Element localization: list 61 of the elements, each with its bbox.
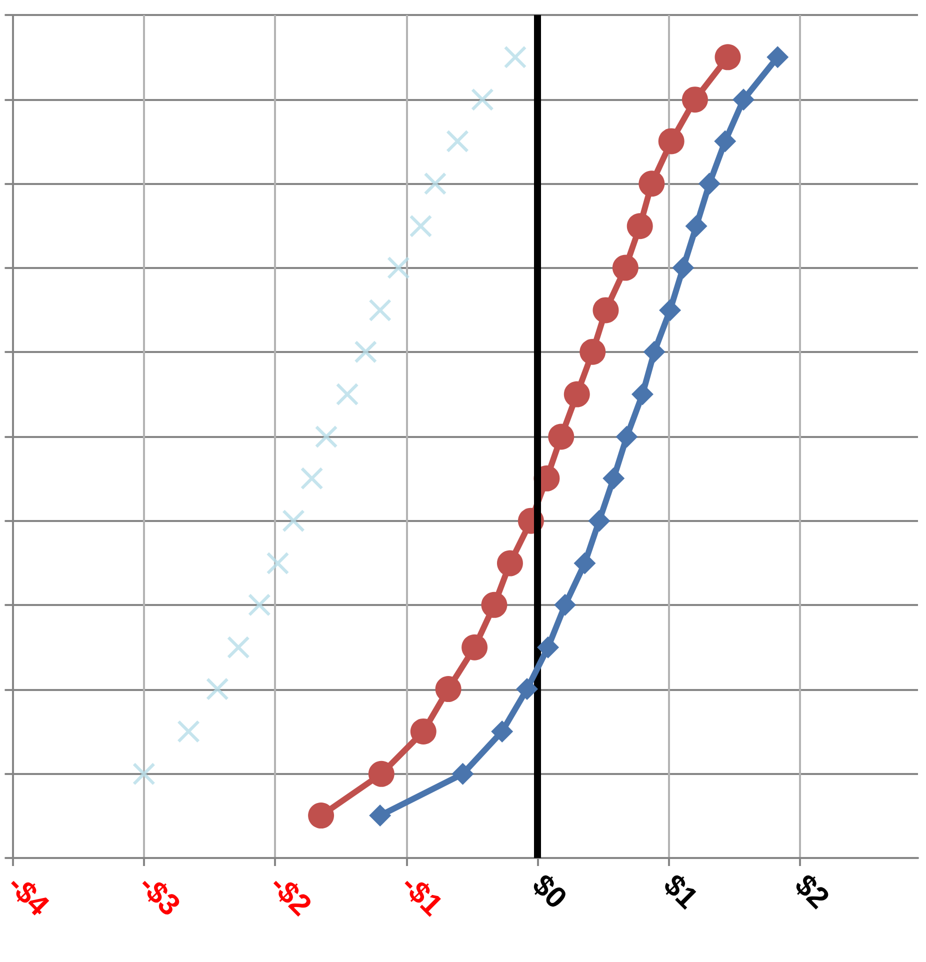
- x-tick-label: $2: [788, 868, 836, 916]
- point: [638, 170, 665, 197]
- point: [685, 215, 708, 238]
- point: [452, 762, 474, 785]
- point: [369, 804, 392, 827]
- point: [491, 720, 514, 742]
- point: [248, 594, 270, 616]
- point: [564, 381, 590, 408]
- point: [698, 172, 720, 195]
- x-tick-label: $0: [526, 868, 573, 916]
- point: [588, 510, 610, 532]
- point: [766, 46, 789, 68]
- point: [266, 552, 289, 574]
- point: [132, 762, 155, 785]
- point: [592, 297, 619, 324]
- point: [682, 86, 708, 113]
- point: [308, 802, 334, 829]
- point: [516, 678, 538, 700]
- point: [714, 44, 741, 70]
- point: [672, 256, 694, 279]
- x-tick-label: -$1: [394, 868, 449, 922]
- x-tick-label: $1: [657, 868, 704, 916]
- point: [602, 467, 625, 490]
- point: [462, 634, 488, 660]
- point: [315, 426, 338, 448]
- point: [548, 424, 574, 450]
- point: [369, 299, 392, 322]
- point: [471, 88, 494, 111]
- point: [659, 299, 682, 322]
- point: [446, 130, 468, 152]
- x-tick-label: -$4: [1, 868, 56, 923]
- point: [612, 254, 638, 281]
- point: [368, 760, 394, 787]
- point: [616, 426, 638, 448]
- x-tick-label: -$3: [132, 868, 186, 922]
- point: [643, 340, 666, 363]
- point: [410, 215, 432, 238]
- point: [504, 46, 526, 68]
- point: [435, 676, 462, 702]
- point: [424, 172, 446, 195]
- point: [178, 720, 200, 742]
- point: [658, 128, 684, 154]
- point: [300, 467, 323, 490]
- point: [574, 552, 596, 574]
- point: [336, 383, 358, 406]
- point: [626, 213, 653, 240]
- point: [206, 678, 228, 700]
- point: [537, 636, 560, 658]
- point: [481, 592, 508, 618]
- point: [732, 88, 755, 111]
- point: [631, 383, 654, 406]
- point: [282, 510, 304, 532]
- point: [227, 636, 250, 658]
- point: [354, 340, 377, 363]
- x-tick-label: -$2: [263, 868, 318, 922]
- point: [410, 718, 436, 744]
- point: [497, 550, 523, 576]
- point: [580, 338, 606, 365]
- point: [554, 594, 576, 616]
- point: [714, 130, 736, 152]
- point: [387, 256, 410, 279]
